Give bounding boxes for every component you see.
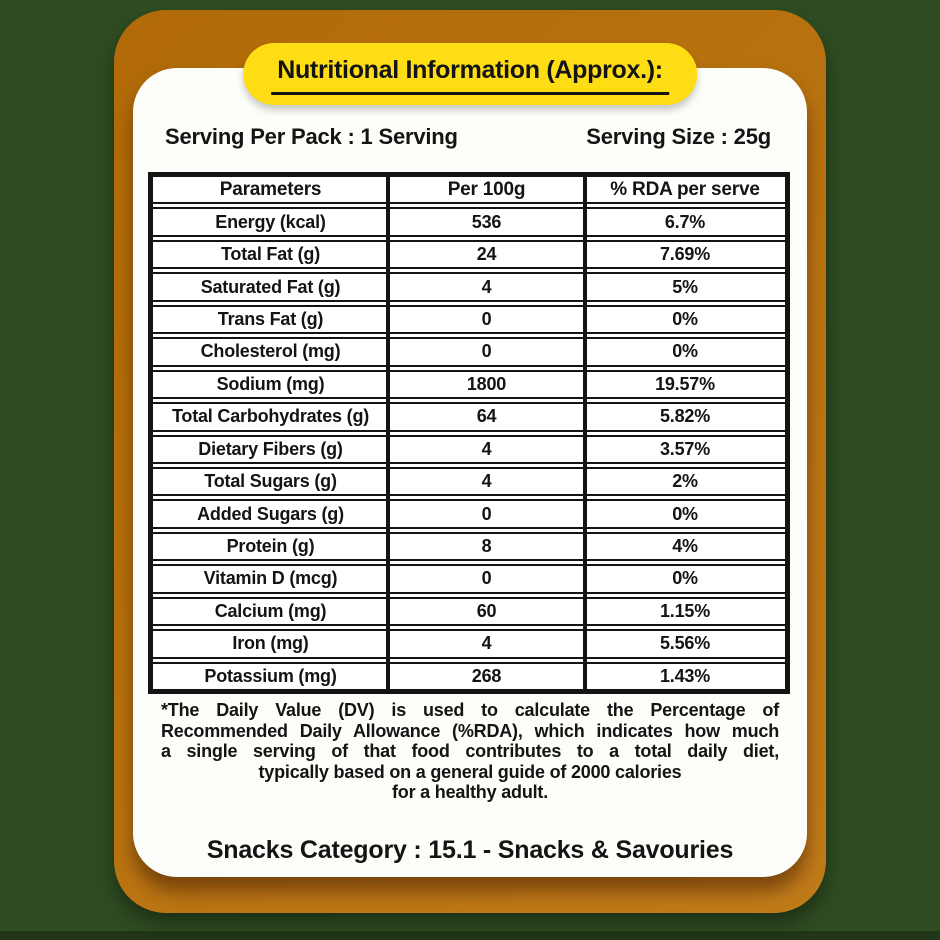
title-pill: Nutritional Information (Approx.): [243, 43, 697, 105]
parameter-name: Total Sugars (g) [204, 471, 337, 492]
serving-size-text: Serving Size : 25g [586, 124, 771, 149]
nutrition-table: Parameters Per 100g % RDA per serve Ener… [148, 172, 790, 694]
rda-per-serve-value: 0% [672, 341, 698, 362]
table-row: Total Carbohydrates (g) 64 5.82% [153, 402, 785, 432]
table-row: Vitamin D (mcg) 0 0% [153, 564, 785, 594]
per-100g-value: 0 [481, 568, 492, 589]
rda-per-serve-value: 5% [672, 276, 698, 297]
footnote-line: a single serving of that food contribute… [161, 741, 779, 761]
parameter-name: Total Carbohydrates (g) [171, 406, 370, 427]
parameter-name: Calcium (mg) [214, 600, 327, 621]
label-card: Serving Per Pack : 1 Serving Serving Siz… [133, 68, 807, 877]
per-100g-value: 4 [481, 438, 492, 459]
per-100g-value: 0 [481, 341, 492, 362]
table-row: Energy (kcal) 536 6.7% [153, 207, 785, 237]
column-divider [583, 177, 587, 689]
label-outer-panel: Serving Per Pack : 1 Serving Serving Siz… [114, 10, 826, 913]
table-row: Iron (mg) 4 5.56% [153, 629, 785, 659]
rda-per-serve-value: 1.43% [659, 665, 711, 686]
table-row: Protein (g) 8 4% [153, 531, 785, 562]
table-row: Total Sugars (g) 4 2% [153, 466, 785, 497]
per-100g-value: 24 [476, 244, 497, 265]
per-100g-value: 268 [471, 665, 502, 686]
parameter-name: Saturated Fat (g) [200, 276, 341, 297]
table-row: Potassium (mg) 268 1.43% [153, 661, 785, 689]
column-divider [386, 177, 390, 689]
per-100g-value: 536 [471, 211, 502, 232]
per-100g-value: 1800 [466, 373, 507, 394]
header-parameters: Parameters [219, 178, 322, 200]
snacks-category-text: Snacks Category : 15.1 - Snacks & Savour… [206, 836, 734, 864]
table-row: Added Sugars (g) 0 0% [153, 499, 785, 529]
parameter-name: Protein (g) [226, 536, 315, 557]
table-row: Saturated Fat (g) 4 5% [153, 272, 785, 302]
footnote-line: *The Daily Value (DV) is used to calcula… [161, 700, 779, 720]
rda-per-serve-value: 5.82% [659, 406, 711, 427]
header-rda-per-serve: % RDA per serve [610, 178, 760, 200]
table-row: Cholesterol (mg) 0 0% [153, 337, 785, 367]
parameter-name: Energy (kcal) [215, 211, 326, 232]
serving-info-row: Serving Per Pack : 1 Serving Serving Siz… [165, 124, 771, 150]
daily-value-footnote: *The Daily Value (DV) is used to calcula… [161, 700, 779, 803]
parameter-name: Potassium (mg) [204, 665, 337, 686]
rda-per-serve-value: 5.56% [659, 633, 711, 654]
footnote-line: typically based on a general guide of 20… [258, 761, 682, 782]
rda-per-serve-value: 7.69% [659, 244, 711, 265]
parameter-name: Dietary Fibers (g) [198, 438, 343, 459]
table-row: Sodium (mg) 1800 19.57% [153, 369, 785, 400]
per-100g-value: 4 [481, 633, 492, 654]
page-title: Nutritional Information (Approx.): [271, 54, 669, 95]
parameter-name: Sodium (mg) [216, 373, 325, 394]
footnote-line: for a healthy adult. [391, 782, 549, 802]
parameter-name: Total Fat (g) [220, 244, 321, 265]
per-100g-value: 4 [481, 471, 492, 492]
table-row: Total Fat (g) 24 7.69% [153, 239, 785, 270]
rda-per-serve-value: 2% [672, 471, 698, 492]
footnote-line: Recommended Daily Allowance (%RDA), whic… [161, 720, 779, 741]
header-per-100g: Per 100g [447, 178, 526, 200]
parameter-name: Vitamin D (mcg) [203, 568, 338, 589]
parameter-name: Cholesterol (mg) [200, 341, 341, 362]
parameter-name: Iron (mg) [232, 633, 309, 654]
table-header-row: Parameters Per 100g % RDA per serve [153, 177, 785, 205]
per-100g-value: 60 [476, 600, 497, 621]
per-100g-value: 0 [481, 308, 492, 329]
parameter-name: Trans Fat (g) [217, 308, 324, 329]
table-row: Dietary Fibers (g) 4 3.57% [153, 434, 785, 464]
per-100g-value: 64 [476, 406, 497, 427]
rda-per-serve-value: 6.7% [664, 211, 706, 232]
table-row: Trans Fat (g) 0 0% [153, 304, 785, 335]
parameter-name: Added Sugars (g) [197, 503, 344, 524]
table-row: Calcium (mg) 60 1.15% [153, 596, 785, 627]
rda-per-serve-value: 0% [672, 568, 698, 589]
per-100g-value: 4 [481, 276, 492, 297]
rda-per-serve-value: 4% [672, 536, 698, 557]
rda-per-serve-value: 19.57% [655, 373, 715, 394]
rda-per-serve-value: 1.15% [659, 600, 711, 621]
serving-per-pack-text: Serving Per Pack : 1 Serving [165, 124, 458, 149]
per-100g-value: 0 [481, 503, 492, 524]
rda-per-serve-value: 0% [672, 308, 698, 329]
per-100g-value: 8 [481, 536, 492, 557]
rda-per-serve-value: 3.57% [659, 438, 711, 459]
rda-per-serve-value: 0% [672, 503, 698, 524]
